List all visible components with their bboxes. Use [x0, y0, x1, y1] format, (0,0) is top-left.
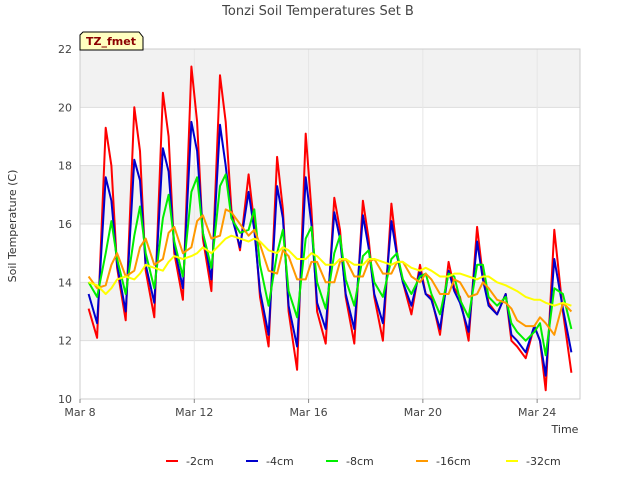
- legend-item: -4cm: [246, 455, 294, 468]
- legend: -2cm -4cm -8cm -16cm -32cm: [166, 455, 561, 468]
- series-line-16cm: [87, 208, 573, 336]
- y-tick-label: 16: [58, 218, 72, 231]
- station-badge: TZ_fmet: [79, 31, 144, 51]
- plot-frame: [79, 48, 581, 400]
- y-tick-label: 20: [58, 101, 72, 114]
- x-tick-label: Mar 24: [518, 406, 556, 419]
- y-tick-label: 10: [58, 393, 72, 406]
- legend-label: -16cm: [436, 455, 471, 468]
- legend-label: -8cm: [346, 455, 374, 468]
- y-tick-label: 18: [58, 160, 72, 173]
- legend-label: -32cm: [526, 455, 561, 468]
- x-tick-label: Mar 8: [64, 406, 95, 419]
- legend-label: -4cm: [266, 455, 294, 468]
- chart-title: Tonzi Soil Temperatures Set B: [221, 4, 414, 19]
- series-line-4cm: [87, 120, 573, 377]
- x-tick-label: Mar 16: [289, 406, 327, 419]
- plot-band: [80, 340, 580, 399]
- legend-item: -32cm: [506, 455, 561, 468]
- x-tick-label: Mar 12: [175, 406, 213, 419]
- x-axis-label: Time: [551, 423, 579, 436]
- plot-band: [80, 282, 580, 341]
- legend-item: -16cm: [416, 455, 471, 468]
- series-lines: [87, 65, 573, 392]
- badge-label: TZ_fmet: [86, 35, 136, 48]
- y-axis-label: Soil Temperature (C): [6, 170, 19, 283]
- plot-band: [80, 165, 580, 224]
- legend-item: -2cm: [166, 455, 214, 468]
- y-tick-label: 12: [58, 335, 72, 348]
- plot-band: [80, 107, 580, 166]
- plot-band: [80, 49, 580, 108]
- y-tick-label: 22: [58, 43, 72, 56]
- y-tick-labels: 10 12 14 16 18 20 22: [58, 43, 72, 406]
- legend-item: -8cm: [326, 455, 374, 468]
- x-tick-labels: Mar 8 Mar 12 Mar 16 Mar 20 Mar 24: [64, 399, 556, 419]
- series-line-8cm: [87, 173, 573, 357]
- badge-box: [79, 31, 144, 51]
- legend-label: -2cm: [186, 455, 214, 468]
- x-tick-label: Mar 20: [404, 406, 442, 419]
- series-line-32cm: [88, 234, 572, 307]
- y-tick-label: 14: [58, 276, 72, 289]
